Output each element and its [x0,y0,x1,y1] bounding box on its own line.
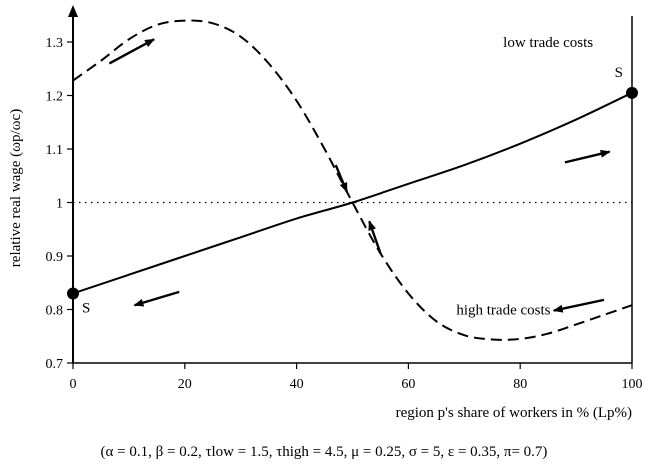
x-tick-label: 60 [401,377,415,392]
x-tick-label: 20 [178,377,192,392]
y-tick-label: 1 [56,197,63,212]
x-tick-label: 40 [290,377,304,392]
equilibrium-point [67,287,79,300]
y-tick-label: 1.2 [46,90,64,105]
direction-arrow [552,298,605,313]
y-tick-label: 0.9 [46,250,64,265]
direction-arrow [334,164,349,193]
direction-arrow [564,149,611,164]
equilibrium-points: SS [67,65,638,316]
equilibrium-point [626,86,638,99]
equilibrium-label: S [615,65,623,81]
direction-arrows [108,38,611,313]
x-tick-label: 0 [70,377,77,392]
high-trade-costs-curve [72,19,633,341]
curve-annotation: high trade costs [456,303,550,319]
series-group [72,19,633,341]
y-tick-label: 1.3 [46,36,64,51]
direction-arrow [108,38,155,65]
y-axis-arrowhead [68,5,78,17]
equilibrium-label: S [82,300,90,316]
y-tick-label: 0.7 [46,357,64,372]
y-tick-label: 1.1 [46,143,64,158]
direction-arrow [368,220,382,254]
x-tick-label: 100 [622,377,643,392]
direction-arrow [133,290,180,307]
curve-annotation: low trade costs [503,35,593,51]
x-axis-label: region p's share of workers in % (Lp%) [396,405,632,421]
low-trade-costs-line [72,91,633,295]
y-tick-label: 0.8 [46,304,64,319]
y-axis-label: relative real wage (ωp/ωc) [8,109,24,267]
parameter-footnote: (α = 0.1, β = 0.2, τlow = 1.5, τhigh = 4… [100,444,548,460]
annotations: low trade costs high trade costs [456,35,593,319]
y-tick-labels: 0.7 0.8 0.9 1 1.1 1.2 1.3 [46,36,73,372]
x-tick-labels: 0 20 40 60 80 100 [70,363,643,392]
chart: 0.70.80.911.11.21.3 0 20 40 60 80 100 SS low … [8,5,643,421]
x-tick-label: 80 [513,377,527,392]
